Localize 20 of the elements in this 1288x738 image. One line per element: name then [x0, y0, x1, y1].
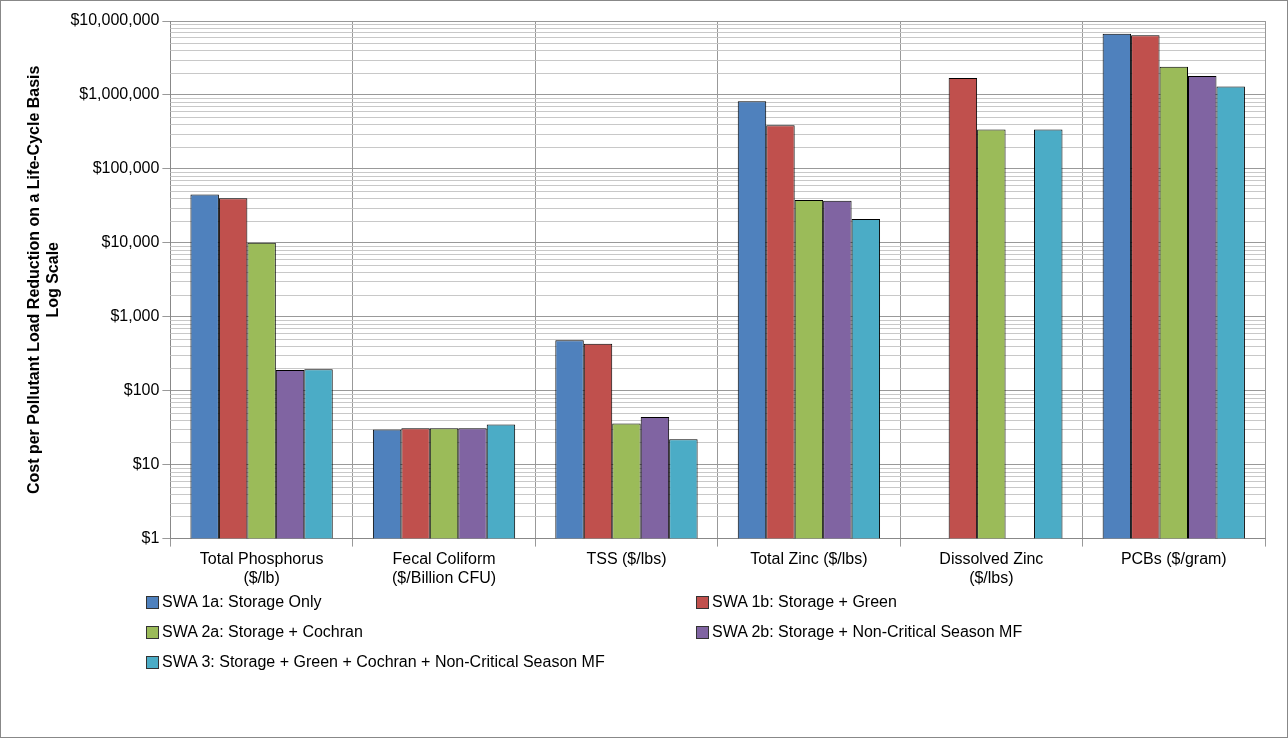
- x-tick-label: Total Zinc ($/lbs): [750, 549, 868, 567]
- x-tick-label: Fecal Coliform ($/Billion CFU): [392, 549, 497, 586]
- x-tick-label: TSS ($/lbs): [586, 549, 667, 567]
- y-tick-label: $1: [141, 529, 160, 547]
- x-tick-label: Dissolved Zinc ($/lbs): [939, 549, 1044, 586]
- y-tick-label: $1,000,000: [79, 85, 160, 103]
- y-tick-label: $1,000: [110, 307, 160, 325]
- legend-label: SWA 2a: Storage + Cochran: [162, 623, 363, 641]
- y-tick-label: $100: [123, 381, 160, 399]
- y-tick-label: $100,000: [92, 159, 160, 177]
- y-tick-label: $10,000,000: [70, 11, 160, 29]
- legend-label: SWA 2b: Storage + Non-Critical Season MF: [712, 623, 1023, 641]
- y-axis-title: Cost per Pollutant Load Reduction on a Life-Cycle Basis Log Scale: [25, 65, 62, 495]
- legend-label: SWA 1a: Storage Only: [162, 593, 322, 611]
- legend-label: SWA 1b: Storage + Green: [712, 593, 897, 611]
- x-tick-label: Total Phosphorus ($/lb): [199, 549, 324, 586]
- legend-label: SWA 3: Storage + Green + Cochran + Non-Critical Season MF: [162, 653, 605, 671]
- x-tick-label: PCBs ($/gram): [1120, 549, 1227, 567]
- y-tick-label: $10: [132, 455, 160, 473]
- y-tick-label: $10,000: [101, 233, 160, 251]
